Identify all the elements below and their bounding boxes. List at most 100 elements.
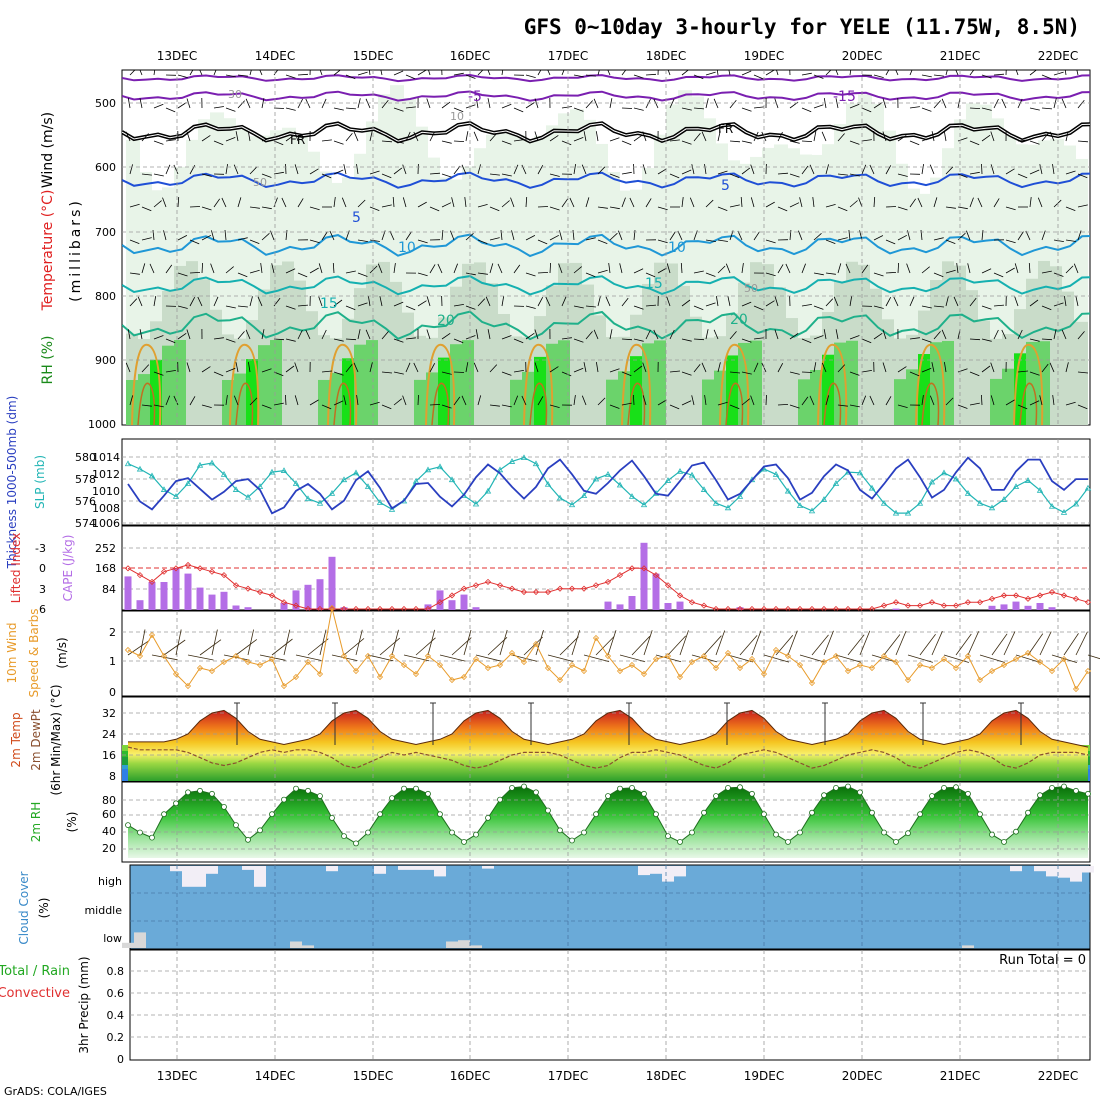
wind-barb <box>345 74 356 80</box>
wind-barb <box>369 265 378 274</box>
wind-point <box>976 676 984 684</box>
wind-point <box>556 676 564 684</box>
rh-shade <box>834 342 848 425</box>
wind-barb <box>273 402 284 406</box>
wind-barb <box>813 305 824 310</box>
cape-bar <box>1000 604 1008 610</box>
wind-barb <box>1077 371 1089 374</box>
wind-barb <box>561 296 567 307</box>
wind-barb <box>417 394 419 406</box>
wind-barb <box>1052 164 1055 175</box>
slp-point <box>928 478 936 485</box>
wind-barb <box>657 168 667 175</box>
rh-shade <box>210 309 224 425</box>
wind-barb <box>201 234 212 241</box>
rh-point <box>149 834 155 841</box>
wind-barb <box>357 199 366 208</box>
wind-barb <box>141 237 152 241</box>
minmax-label: (6hr Min/Max) (°C) <box>49 684 63 795</box>
wind-barb <box>861 264 869 274</box>
rh-point <box>425 790 431 797</box>
wind-barb <box>809 395 815 406</box>
wind-point <box>868 664 876 672</box>
slp-point <box>124 460 132 467</box>
wind-barb <box>201 262 203 274</box>
wind-barb <box>402 164 407 175</box>
wind-barb <box>837 206 848 212</box>
rh-point <box>857 789 863 796</box>
wind-point <box>916 661 924 669</box>
wind-barb <box>1029 400 1040 406</box>
cloud-cover-label: Cloud Cover <box>17 871 31 944</box>
wind-point <box>364 652 372 660</box>
wind-barb <box>513 107 524 113</box>
wind-barb <box>333 140 344 145</box>
wind-barb <box>669 370 681 373</box>
rh-point <box>749 790 755 797</box>
wind-barb <box>332 262 335 274</box>
wind10m-barb <box>379 637 401 656</box>
cape-bar <box>184 573 192 610</box>
wind-barb <box>837 173 848 176</box>
thickness-slp-panel: 580 578 576 574 1014 1012 1010 1008 1006… <box>5 396 1092 569</box>
isotherm-labels: 5 10 15 20 5 10 15 20 -5 -15 FR FR 30 10… <box>228 88 856 329</box>
wind-point <box>472 655 480 663</box>
li-point <box>568 585 576 592</box>
pressure-tick: 900 <box>95 354 116 367</box>
cape-bar <box>136 600 144 610</box>
li-point <box>604 578 612 585</box>
wind-barb <box>813 335 824 340</box>
wind-barb <box>1017 173 1028 179</box>
wind-barb <box>429 131 435 142</box>
wind-barb <box>333 400 344 406</box>
slp-point <box>544 480 552 487</box>
wind-barb <box>210 263 215 274</box>
isotherm-loop <box>235 382 254 425</box>
wind-barb <box>933 331 941 340</box>
slp-tick: 1008 <box>92 502 120 515</box>
wind-barb <box>402 197 407 208</box>
wind-barb <box>1041 133 1049 142</box>
wind10m-barb <box>955 633 972 656</box>
wind-barb <box>969 140 980 146</box>
wind-barb <box>981 74 992 79</box>
rh-shade <box>174 340 188 425</box>
millibars-label: (millibars) <box>68 198 84 302</box>
wind-barb <box>321 370 333 373</box>
wind-barb <box>1039 395 1043 406</box>
wind-barb <box>177 305 188 309</box>
slp-point <box>352 469 360 476</box>
wind-barb <box>765 70 775 76</box>
cape-bar <box>424 604 432 610</box>
wind-barb <box>368 70 371 76</box>
wind-barb <box>177 332 187 340</box>
temp-grid <box>122 697 1090 781</box>
li-point <box>268 592 276 599</box>
wind-barb <box>1015 70 1019 76</box>
wind-barb <box>273 107 285 109</box>
rh-point <box>389 795 395 801</box>
isotherm-lines <box>122 73 1090 425</box>
wind10m-barb <box>319 629 327 656</box>
slp-point <box>700 486 708 492</box>
rh-point <box>821 792 827 799</box>
wind-barb <box>368 296 371 307</box>
wind-barb <box>441 371 452 375</box>
wind-barb <box>1075 296 1079 307</box>
li-point <box>448 592 456 599</box>
wind-barb <box>309 239 320 244</box>
wind-barb <box>717 170 728 175</box>
wind-barb <box>921 107 932 112</box>
wind-barb <box>129 239 140 244</box>
rh-point <box>665 833 671 839</box>
wind-barb <box>835 329 839 340</box>
wind-barb <box>261 137 272 142</box>
rh-tick: 20 <box>102 842 116 855</box>
wind-barb <box>477 70 484 76</box>
wind-barb <box>693 363 701 373</box>
wind-barb <box>957 137 968 142</box>
isotherm-10 <box>122 233 1090 258</box>
wind-barb <box>413 362 419 373</box>
wind-barb <box>341 197 347 208</box>
cape-bar <box>1012 601 1020 610</box>
